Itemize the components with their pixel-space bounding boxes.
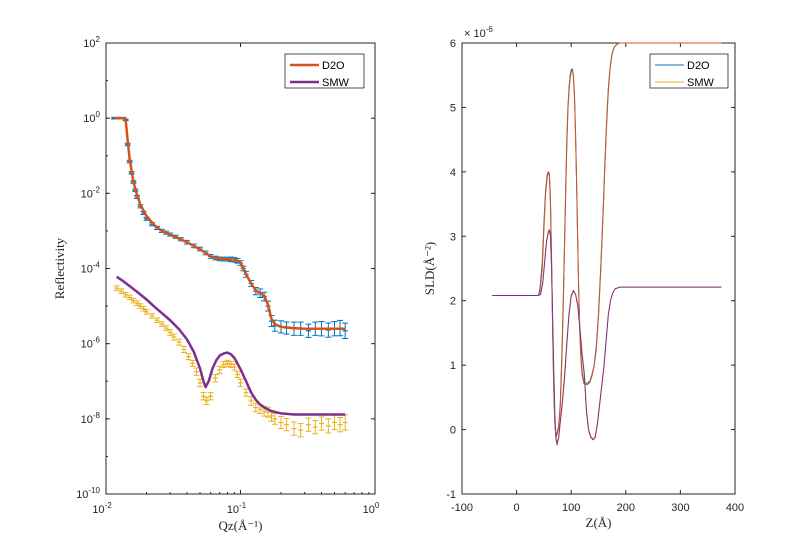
y-tick-label: 10-4 [81,261,101,276]
y-tick-label: 5 [450,102,456,114]
x-tick-label: 10-1 [227,501,247,516]
y-tick-label: 10-2 [81,185,101,200]
x-tick-label: 200 [617,502,635,514]
y-tick-label: 10-6 [81,336,101,351]
x-tick-label: 10-2 [92,501,112,516]
sld-profile-line [492,229,722,445]
y-tick-label: 4 [450,167,456,179]
sld-axes: -100 0 100 200 300 400 -1 0 1 2 3 4 5 6 × 10-6 D2O SMW Z(… [422,25,744,530]
legend-label: D2O [687,60,710,72]
x-tick-label: 300 [671,502,689,514]
legend-label: D2O [322,60,345,72]
x-tick-label: 400 [726,502,744,514]
measured-data-series [113,285,349,438]
y-tick-label: 3 [450,231,456,243]
legend: D2O SMW [284,53,365,89]
y-tick-label: 10-8 [81,411,101,426]
y-axis-label: SLD(Å⁻²) [422,242,437,295]
legend: D2O SMW [649,53,729,89]
y-tick-label: 2 [450,296,456,308]
x-axis-label: Qz(Å⁻¹) [219,518,263,533]
x-tick-label: 0 [514,502,520,514]
y-exponent-label: × 10-6 [464,25,493,40]
y-tick-label: 1 [450,360,456,372]
sld-profile-line [492,42,722,437]
measured-data-series [111,116,349,339]
y-tick-label: 6 [450,38,456,50]
legend-label: SMW [687,77,715,89]
legend-label: SMW [322,77,350,89]
reflectivity-axes: 10-2 10-1 100 10-10 10-8 10-6 10-4 10-2 100 102 D2… [52,35,380,533]
y-tick-label: 100 [83,110,100,125]
y-axis-label: Reflectivity [52,237,67,299]
y-tick-label: -1 [446,489,456,501]
x-axis-label: Z(Å) [586,515,612,530]
axes-frame [461,42,736,495]
fit-line-smw [115,275,346,416]
fit-line-d2o [114,116,346,330]
y-tick-label: 0 [450,425,456,437]
y-tick-label: 102 [83,35,100,50]
x-tick-label: -100 [451,502,473,514]
y-tick-label: 10-10 [76,486,100,501]
x-tick-label: 100 [562,502,580,514]
sld-profile-line [492,42,722,438]
x-tick-label: 100 [363,501,380,516]
